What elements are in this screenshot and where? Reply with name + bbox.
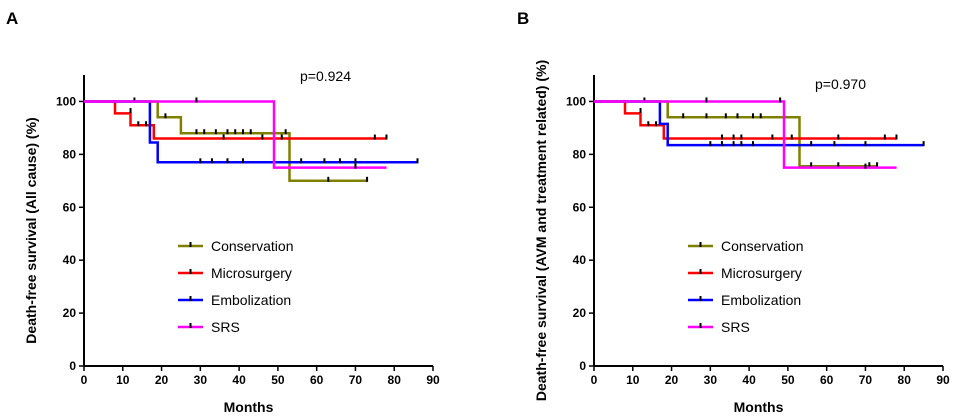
x-axis-label: Months bbox=[734, 399, 784, 415]
legend-label-conservation: Conservation bbox=[721, 238, 804, 254]
legend-label-embolization: Embolization bbox=[211, 292, 291, 308]
y-tick-label: 40 bbox=[63, 253, 77, 267]
chart-panel-b: B 0 20 40 60 80 100 0 10 20 30 40 50 60 70 80 90 Months De… bbox=[517, 9, 950, 415]
y-tick-label: 0 bbox=[69, 359, 76, 373]
y-tick-label: 20 bbox=[63, 306, 77, 320]
y-tick-label: 100 bbox=[566, 94, 586, 108]
y-tick-label: 0 bbox=[579, 359, 586, 373]
legend-label-microsurgery: Microsurgery bbox=[721, 265, 802, 281]
y-tick-label: 40 bbox=[573, 253, 587, 267]
chart-panel-a: A 0 20 40 60 80 100 0 10 20 30 40 50 60 70 80 90 Months De… bbox=[6, 9, 440, 415]
x-tick-label: 0 bbox=[591, 373, 598, 387]
x-tick-label: 10 bbox=[116, 373, 130, 387]
x-tick-label: 80 bbox=[898, 373, 912, 387]
y-tick-label: 100 bbox=[56, 94, 76, 108]
y-tick-label: 20 bbox=[573, 306, 587, 320]
x-tick-label: 50 bbox=[781, 373, 795, 387]
x-tick-label: 20 bbox=[665, 373, 679, 387]
x-tick-label: 60 bbox=[310, 373, 324, 387]
y-tick-label: 80 bbox=[573, 147, 587, 161]
series-line-srs bbox=[84, 100, 387, 169]
x-tick-label: 70 bbox=[859, 373, 873, 387]
p-value-annotation: p=0.924 bbox=[300, 68, 351, 84]
y-axis-label: Death-free survival (All cause) (%) bbox=[23, 117, 39, 343]
y-tick-label: 60 bbox=[573, 200, 587, 214]
legend-label-srs: SRS bbox=[721, 319, 750, 335]
x-tick-label: 90 bbox=[426, 373, 440, 387]
panel-letter: A bbox=[6, 9, 18, 28]
legend-label-microsurgery: Microsurgery bbox=[211, 265, 292, 281]
x-tick-label: 80 bbox=[388, 373, 402, 387]
legend-label-srs: SRS bbox=[211, 319, 240, 335]
x-tick-label: 30 bbox=[704, 373, 718, 387]
series-line-microsurgery bbox=[594, 100, 897, 140]
series-line-microsurgery bbox=[84, 100, 387, 140]
x-tick-label: 90 bbox=[936, 373, 950, 387]
y-tick-label: 80 bbox=[63, 147, 77, 161]
legend-label-embolization: Embolization bbox=[721, 292, 801, 308]
y-axis-label: Death-free survival (AVM and treatment r… bbox=[533, 60, 549, 401]
x-tick-label: 40 bbox=[742, 373, 756, 387]
x-tick-label: 40 bbox=[232, 373, 246, 387]
x-tick-label: 20 bbox=[155, 373, 169, 387]
x-tick-label: 60 bbox=[820, 373, 834, 387]
panel-letter: B bbox=[517, 9, 529, 28]
x-axis-label: Months bbox=[224, 399, 274, 415]
x-tick-label: 70 bbox=[349, 373, 363, 387]
x-tick-label: 0 bbox=[81, 373, 88, 387]
y-tick-label: 60 bbox=[63, 200, 77, 214]
series-line-conservation bbox=[84, 100, 368, 183]
series-line-conservation bbox=[594, 100, 878, 168]
p-value-annotation: p=0.970 bbox=[815, 76, 866, 92]
series-line-srs bbox=[594, 100, 897, 169]
x-tick-label: 10 bbox=[626, 373, 640, 387]
legend-label-conservation: Conservation bbox=[211, 238, 294, 254]
x-tick-label: 50 bbox=[271, 373, 285, 387]
x-tick-label: 30 bbox=[194, 373, 208, 387]
